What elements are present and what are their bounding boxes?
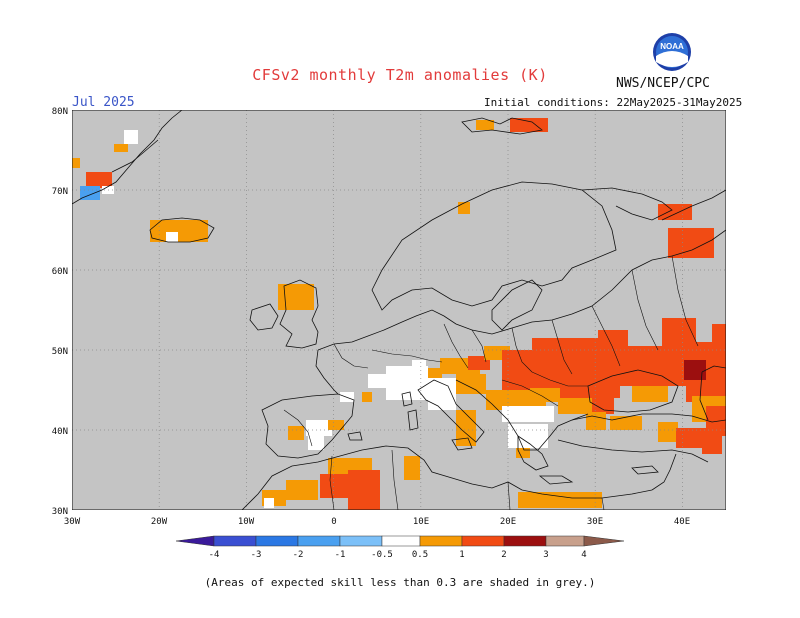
lon-label-30w: 30W	[64, 517, 81, 527]
anomaly-cell	[658, 422, 678, 442]
colorbar-label: 0.5	[412, 550, 428, 560]
colorbar-swatch	[255, 535, 299, 547]
colorbar-label: -1	[335, 550, 346, 560]
colorbar-label: 1	[459, 550, 464, 560]
lat-label-50n: 50N	[52, 347, 68, 357]
lon-label-30e: 30E	[587, 517, 603, 527]
agency-label: NWS/NCEP/CPC	[616, 76, 710, 91]
anomaly-cell	[676, 428, 706, 448]
skill-mask-background	[72, 110, 726, 510]
lat-labels: 80N 70N 60N 50N 40N 30N	[52, 107, 68, 517]
anomaly-cell	[86, 172, 112, 188]
colorbar-label: -2	[293, 550, 304, 560]
anomaly-cell	[610, 416, 642, 430]
lat-label-40n: 40N	[52, 427, 68, 437]
chart-title: CFSv2 monthly T2m anomalies (K)	[252, 66, 548, 84]
anomaly-cell	[530, 388, 560, 402]
anomaly-cell	[558, 398, 592, 414]
anomaly-cell	[166, 232, 178, 242]
anomaly-map	[72, 110, 726, 510]
colorbar-label: -0.5	[371, 550, 393, 560]
anomaly-cell	[348, 470, 380, 510]
lon-label-10w: 10W	[238, 517, 255, 527]
colorbar-label: 4	[581, 550, 586, 560]
anomaly-cell	[620, 346, 690, 386]
anomaly-cell	[150, 220, 208, 242]
colorbar-swatch	[419, 535, 463, 547]
graticule	[72, 110, 726, 510]
skill-footnote: (Areas of expected skill less than 0.3 a…	[204, 576, 596, 589]
lon-label-0: 0	[331, 517, 336, 527]
anomaly-cell	[518, 492, 602, 508]
forecast-month: Jul 2025	[72, 95, 135, 110]
colorbar-arrow-high	[583, 535, 625, 547]
anomaly-cell	[516, 448, 530, 458]
anomaly-cell	[264, 498, 274, 508]
anomaly-cell	[702, 436, 722, 454]
initial-conditions: Initial conditions: 22May2025-31May2025	[484, 96, 743, 109]
lon-labels: 30W 20W 10W 0 10E 20E 30E 40E	[64, 517, 690, 527]
anomaly-cell	[286, 480, 318, 500]
anomaly-cell	[362, 392, 372, 402]
anomaly-cell	[368, 374, 386, 388]
anomaly-cell	[598, 330, 628, 346]
noaa-logo: NOAA	[653, 33, 691, 71]
colorbar-label: 2	[501, 550, 506, 560]
lat-label-30n: 30N	[52, 507, 68, 517]
colorbar-swatch	[339, 535, 383, 547]
lat-label-70n: 70N	[52, 187, 68, 197]
colorbar-swatch	[297, 535, 341, 547]
lat-label-80n: 80N	[52, 107, 68, 117]
colorbar-swatch	[381, 535, 421, 547]
colorbar-swatch	[503, 535, 547, 547]
colorbar-swatch	[545, 535, 585, 547]
anomaly-cell	[306, 420, 332, 436]
lat-label-60n: 60N	[52, 267, 68, 277]
colorbar: -4 -3 -2 -1 -0.5 0.5 1 2 3 4	[175, 535, 625, 560]
lon-label-40e: 40E	[674, 517, 690, 527]
anomaly-cell	[502, 406, 554, 422]
lon-label-10e: 10E	[413, 517, 429, 527]
anomaly-cell	[502, 350, 532, 390]
anomaly-cell	[632, 386, 668, 402]
colorbar-arrow-low	[175, 535, 215, 547]
anomaly-cell	[510, 118, 548, 132]
anomaly-cell	[412, 360, 426, 370]
anomaly-cell	[684, 360, 706, 380]
anomaly-cell	[658, 204, 692, 220]
anomaly-cell	[114, 144, 128, 152]
colorbar-label: -4	[209, 550, 220, 560]
logo-text: NOAA	[660, 42, 684, 51]
anomaly-cell	[706, 406, 726, 436]
anomaly-cell	[124, 130, 138, 144]
anomaly-cell	[476, 120, 494, 130]
anomaly-cell	[72, 158, 80, 168]
coastlines	[72, 110, 726, 510]
lon-label-20w: 20W	[151, 517, 168, 527]
anomaly-cell	[404, 456, 420, 480]
lon-label-20e: 20E	[500, 517, 516, 527]
anomaly-cell	[288, 426, 304, 440]
anomaly-cell	[458, 202, 470, 214]
axis-labels: 80N 70N 60N 50N 40N 30N 30W 20W 10W 0 10…	[52, 107, 690, 527]
anomaly-cell	[456, 374, 486, 394]
anomaly-cell	[712, 324, 726, 344]
anomaly-cell	[508, 424, 548, 448]
colorbar-swatch	[461, 535, 505, 547]
colorbar-swatch	[213, 535, 257, 547]
colorbar-label: -3	[251, 550, 262, 560]
anomaly-cell	[328, 420, 344, 430]
anomaly-cell	[428, 368, 442, 378]
colorbar-label: 3	[543, 550, 548, 560]
